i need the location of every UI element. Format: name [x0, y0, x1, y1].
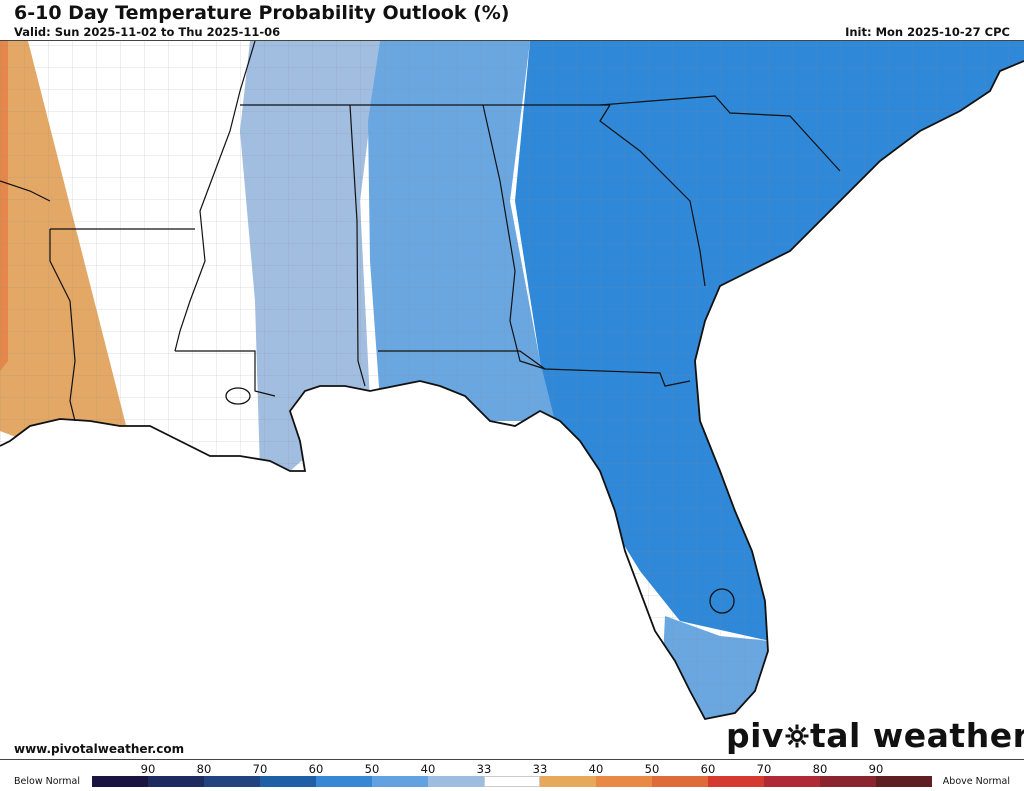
init-time: Init: Mon 2025-10-27 CPC: [845, 25, 1010, 39]
below-normal-label: Below Normal: [14, 776, 80, 787]
valid-period: Valid: Sun 2025-11-02 to Thu 2025-11-06: [14, 25, 281, 39]
color-legend: Below Normal Above Normal 90 80 70 60 50 40 33…: [0, 762, 1024, 791]
legend-swatch: [484, 776, 540, 787]
legend-swatch: [428, 776, 484, 787]
alabama-georgia-border: [482, 104, 546, 370]
mississippi-alabama-border: [349, 104, 366, 387]
legend-tick-label: 70: [756, 762, 772, 776]
legend-swatch: [764, 776, 820, 787]
legend-tick-label: 50: [644, 762, 660, 776]
sun-gear-icon: [785, 717, 809, 748]
georgia-carolina-border: [599, 104, 706, 287]
legend-tick-label: 33: [476, 762, 492, 776]
legend-swatch: [204, 776, 260, 787]
logo-text-left: piv: [726, 716, 784, 755]
legend-swatch: [652, 776, 708, 787]
legend-swatch: [876, 776, 932, 787]
lake-okeechobee: [709, 588, 735, 614]
map-title: 6-10 Day Temperature Probability Outlook…: [14, 2, 510, 24]
outlook-map: [0, 40, 1024, 760]
texas-louisiana-border: [49, 229, 76, 422]
logo-text-right: tal weather: [809, 716, 1024, 755]
legend-swatch: [148, 776, 204, 787]
legend-tick-label: 80: [812, 762, 828, 776]
legend-swatch: [596, 776, 652, 787]
legend-swatch: [372, 776, 428, 787]
pivotal-weather-logo: piv tal weather: [726, 716, 1024, 755]
legend-tick-label: 33: [532, 762, 548, 776]
state-borders: [0, 41, 841, 422]
legend-tick-label: 70: [252, 762, 268, 776]
legend-color-bar: [92, 776, 932, 787]
mississippi-louisiana-border: [175, 350, 276, 397]
probability-shading: [0, 41, 1024, 719]
legend-tick-label: 80: [196, 762, 212, 776]
texas-oklahoma-border: [0, 180, 51, 202]
florida-georgia-border: [378, 350, 691, 387]
legend-swatch: [316, 776, 372, 787]
legend-swatch: [820, 776, 876, 787]
above-normal-label: Above Normal: [942, 776, 1010, 787]
legend-tick-label: 60: [700, 762, 716, 776]
mississippi-river: [174, 41, 256, 352]
legend-tick-label: 40: [420, 762, 436, 776]
legend-swatch: [92, 776, 148, 787]
legend-tick-label: 50: [364, 762, 380, 776]
lake-pontchartrain: [225, 387, 251, 405]
legend-tick-label: 90: [140, 762, 156, 776]
legend-tick-label: 40: [588, 762, 604, 776]
website-url[interactable]: www.pivotalweather.com: [14, 742, 185, 756]
sc-nc-border: [599, 95, 841, 172]
legend-swatch: [540, 776, 596, 787]
legend-tick-label: 60: [308, 762, 324, 776]
coastline: [0, 60, 1024, 721]
legend-swatch: [708, 776, 764, 787]
legend-tick-label: 90: [868, 762, 884, 776]
legend-swatch: [260, 776, 316, 787]
